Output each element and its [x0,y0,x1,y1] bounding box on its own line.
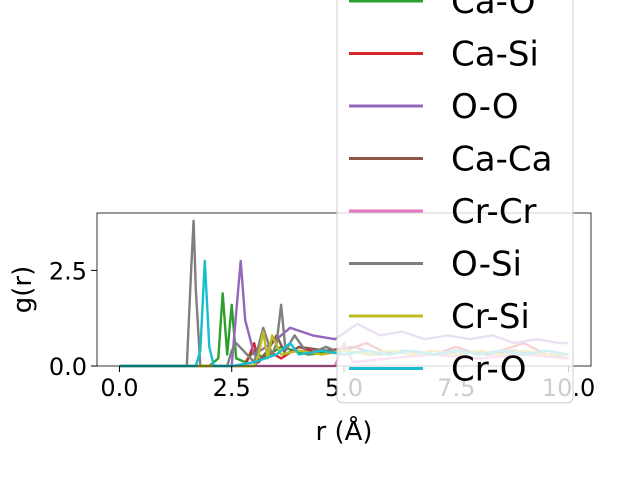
x-tick-label: 0.0 [100,374,138,402]
y-axis-ticks: 0.0 2.5 [49,257,97,381]
legend-label: O-Si [451,245,522,285]
legend-box [336,0,574,404]
legend-label: Cr-Cr [451,192,537,232]
legend: Ca-O Ca-Si O-O Ca-Ca Cr-Cr O-Si Cr-Si Cr-O [336,0,574,404]
legend-label: Ca-Si [451,35,539,75]
legend-label: Ca-Ca [451,140,552,180]
legend-label: Cr-O [451,350,527,390]
y-axis-label: g(r) [8,266,38,313]
legend-label: Cr-Si [451,297,530,337]
legend-label: O-O [451,87,519,127]
y-tick-label: 2.5 [49,257,87,285]
x-axis-label: r (Å) [315,415,372,447]
x-tick-label: 2.5 [213,374,251,402]
legend-label: Ca-O [451,0,536,22]
y-tick-label: 0.0 [49,353,87,381]
